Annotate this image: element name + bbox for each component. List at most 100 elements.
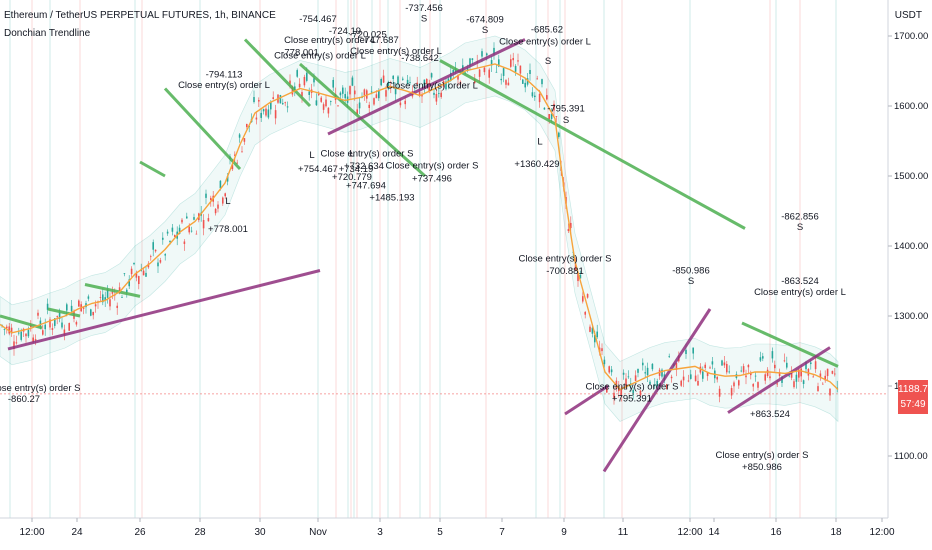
annotation-label: Close entry(s) order L xyxy=(499,36,591,47)
candle-body xyxy=(584,311,586,315)
candle-body xyxy=(166,231,169,234)
candle-body xyxy=(406,79,409,84)
candle-body xyxy=(829,388,831,396)
candle-body xyxy=(776,383,778,385)
candle-body xyxy=(642,362,644,366)
trendline-green xyxy=(741,321,839,368)
candle-body xyxy=(524,82,526,88)
candle-body xyxy=(322,104,325,110)
last-price-value: 1188.77 xyxy=(898,384,932,395)
candle-body xyxy=(246,123,248,127)
trendline-green xyxy=(47,307,81,318)
candle-body xyxy=(493,47,495,55)
annotation-label: S xyxy=(688,276,694,287)
candle-body xyxy=(238,134,241,138)
candle-body xyxy=(469,58,471,66)
candle-body xyxy=(337,105,339,107)
trendline-purple xyxy=(602,308,712,473)
y-tick-label: 1500.00 xyxy=(894,171,928,182)
candle-body xyxy=(6,326,8,329)
candle-body xyxy=(51,328,54,330)
candle-body xyxy=(92,311,94,316)
donchian-midline xyxy=(0,63,839,391)
trendline-purple xyxy=(564,384,609,416)
x-tick-label: 12:00 xyxy=(19,527,44,538)
x-tick-label: 14 xyxy=(708,527,720,538)
candle-body xyxy=(375,94,378,99)
candle-body xyxy=(810,362,812,365)
candle-body xyxy=(764,374,766,381)
candle-body xyxy=(766,369,769,376)
candle-body xyxy=(106,289,109,298)
candle-body xyxy=(378,90,380,99)
candle-body xyxy=(798,369,800,378)
candle-body xyxy=(814,361,817,370)
annotation-label: +778.001 xyxy=(208,224,248,235)
annotation-label: +737.496 xyxy=(412,174,452,185)
candle-body xyxy=(284,102,286,104)
trendline-purple xyxy=(7,269,321,351)
candle-body xyxy=(382,75,385,83)
trendlines xyxy=(0,38,839,473)
candle-body xyxy=(243,138,246,142)
candle-body xyxy=(668,356,670,358)
candle-body xyxy=(632,389,634,395)
y-tick-label: 1300.00 xyxy=(894,311,928,322)
candle-body xyxy=(332,79,334,88)
candle-body xyxy=(728,371,730,373)
candle-body xyxy=(181,219,183,223)
candle-body xyxy=(13,341,15,349)
candle-body xyxy=(20,331,22,340)
candle-body xyxy=(793,381,795,388)
candle-body xyxy=(116,305,118,308)
candle-body xyxy=(702,371,704,379)
candle-body xyxy=(478,69,481,77)
candle-body xyxy=(255,117,258,120)
annotation-label: +732.634 xyxy=(344,161,384,172)
annotation-label: Close entry(s) order L xyxy=(274,50,366,61)
candle-body xyxy=(207,218,210,222)
candle-body xyxy=(788,375,790,377)
trendline-green xyxy=(84,283,141,298)
candle-body xyxy=(591,327,594,334)
candle-body xyxy=(831,370,834,374)
candle-body xyxy=(812,376,814,378)
annotation-label: -685.62 xyxy=(531,25,563,36)
candle-body xyxy=(102,294,104,303)
annotation-label: +734.19 xyxy=(339,164,374,175)
candle-body xyxy=(34,339,37,341)
candle-body xyxy=(790,370,793,378)
candle-body xyxy=(738,380,740,386)
trendline-green xyxy=(139,160,166,178)
candle-body xyxy=(819,373,822,378)
candle-body xyxy=(445,81,447,90)
annotation-label: Close entry(s) order S xyxy=(716,450,809,461)
candle-body xyxy=(627,376,630,378)
candle-body xyxy=(385,90,387,97)
candle-body xyxy=(157,262,159,267)
annotation-label: S xyxy=(421,13,427,24)
candle-body xyxy=(306,72,308,81)
candle-body xyxy=(769,376,771,379)
candle-body xyxy=(416,82,418,85)
candle-body xyxy=(313,78,315,83)
annotation-label: Close entry(s) order S xyxy=(519,253,612,264)
countdown-value: 57:49 xyxy=(900,399,926,410)
candle-body xyxy=(610,369,613,373)
candle-body xyxy=(123,273,126,275)
candle-body xyxy=(3,328,6,330)
candle-body xyxy=(654,384,656,387)
annotation-label: +720.779 xyxy=(332,172,372,183)
candle-body xyxy=(824,375,826,381)
candle-body xyxy=(490,60,493,66)
candle-body xyxy=(517,60,519,62)
candle-body xyxy=(75,322,78,325)
annotation-label: L xyxy=(537,137,542,148)
candle-body xyxy=(786,362,788,368)
candle-body xyxy=(771,351,774,359)
candle-body xyxy=(778,372,781,377)
candle-body xyxy=(418,91,421,97)
candle-body xyxy=(154,249,157,252)
candle-body xyxy=(471,58,474,61)
